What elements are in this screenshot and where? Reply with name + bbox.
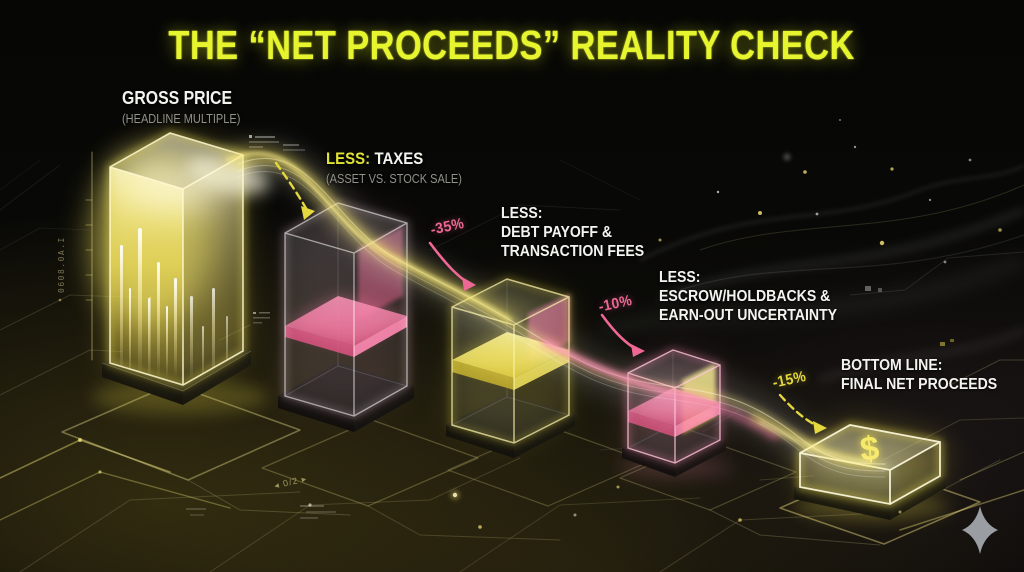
step-label-taxes: LESS: TAXES (ASSET VS. STOCK SALE) xyxy=(326,149,462,186)
escrow-title-line1: ESCROW/HOLDBACKS & xyxy=(659,287,831,305)
gross-price-title: GROSS PRICE xyxy=(122,88,233,108)
step-label-gross-price: GROSS PRICE (HEADLINE MULTIPLE) xyxy=(122,88,240,126)
step-label-escrow: LESS: ESCROW/HOLDBACKS & EARN-OUT UNCERT… xyxy=(659,269,837,326)
step-label-debt-payoff: LESS: DEBT PAYOFF & TRANSACTION FEES xyxy=(501,205,644,262)
final-prefix: BOTTOM LINE: xyxy=(841,357,943,374)
debt-title-line2: TRANSACTION FEES xyxy=(501,242,645,260)
debt-title-line1: DEBT PAYOFF & xyxy=(501,223,613,241)
taxes-title: TAXES xyxy=(374,149,424,168)
step-label-final: BOTTOM LINE: FINAL NET PROCEEDS xyxy=(841,357,997,395)
page-title: THE “NET PROCEEDS” REALITY CHECK xyxy=(168,22,856,68)
taxes-subtitle: (ASSET VS. STOCK SALE) xyxy=(326,172,462,186)
sparkle-icon xyxy=(962,506,998,554)
escrow-title-line2: EARN-OUT UNCERTAINTY xyxy=(659,306,838,324)
vertical-code-text: 0608.0A.I xyxy=(57,236,66,293)
gross-price-subtitle: (HEADLINE MULTIPLE) xyxy=(122,112,241,126)
escrow-prefix: LESS: xyxy=(659,269,701,286)
debt-prefix: LESS: xyxy=(501,205,543,222)
final-title: FINAL NET PROCEEDS xyxy=(841,375,998,393)
header: THE “NET PROCEEDS” REALITY CHECK xyxy=(0,22,1024,69)
taxes-prefix: LESS: xyxy=(326,149,371,168)
